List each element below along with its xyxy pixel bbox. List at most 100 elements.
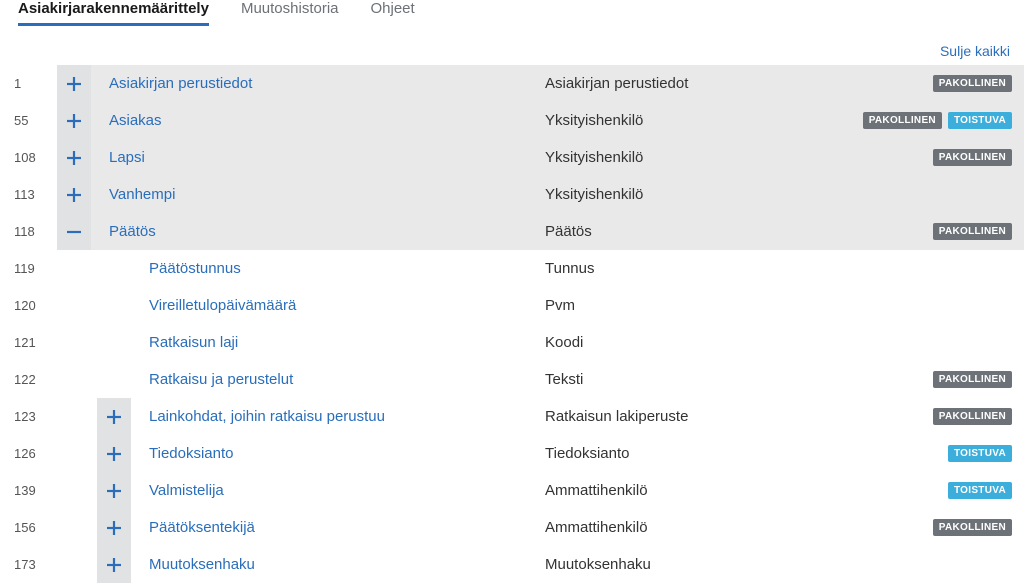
badge-pakollinen: PAKOLLINEN [933,223,1012,240]
tree-row: 113 VanhempiYksityishenkilö [0,176,1024,213]
expand-icon[interactable] [97,398,131,435]
tree-row: 156 PäätöksentekijäAmmattihenkilöPAKOLLIN… [0,509,1024,546]
badge-pakollinen: PAKOLLINEN [933,408,1012,425]
badge-group: TOISTUVA [948,482,1012,499]
row-type: Teksti [545,371,933,388]
badge-pakollinen: PAKOLLINEN [933,519,1012,536]
badge-group: TOISTUVA [948,445,1012,462]
tree-row: 119PäätöstunnusTunnus [0,250,1024,287]
badge-group: PAKOLLINEN [933,519,1012,536]
expand-icon[interactable] [97,435,131,472]
row-cells: Ratkaisun lajiKoodi [131,324,1024,361]
row-cells: TiedoksiantoTiedoksiantoTOISTUVA [131,435,1024,472]
line-number: 121 [0,335,57,350]
row-type: Päätös [545,223,933,240]
row-label[interactable]: Päätöksentekijä [131,519,545,536]
tree-row: 55AsiakasYksityishenkilöPAKOLLINENTOISTU… [0,102,1024,139]
tab-structure[interactable]: Asiakirjarakennemäärittely [18,0,209,26]
row-label[interactable]: Ratkaisu ja perustelut [131,371,545,388]
line-number: 123 [0,409,57,424]
tree-row: 108 LapsiYksityishenkilöPAKOLLINEN [0,139,1024,176]
row-label[interactable]: Asiakas [91,112,545,129]
tab-history[interactable]: Muutoshistoria [241,0,339,26]
badge-toistuva: TOISTUVA [948,445,1012,462]
badge-group: PAKOLLINEN [933,75,1012,92]
line-number: 1 [0,76,57,91]
indent [57,287,97,324]
indent [57,324,97,361]
badge-toistuva: TOISTUVA [948,482,1012,499]
tree-row: 123 Lainkohdat, joihin ratkaisu perustuuR… [0,398,1024,435]
tree-row: 121 Ratkaisun lajiKoodi [0,324,1024,361]
tree-row: 139 ValmistelijaAmmattihenkilöTOISTUVA [0,472,1024,509]
badge-group: PAKOLLINEN [933,371,1012,388]
top-actions: Sulje kaikki [0,35,1024,65]
row-label[interactable]: Ratkaisun laji [131,334,545,351]
line-number: 113 [0,187,57,202]
tab-help[interactable]: Ohjeet [371,0,415,26]
row-label[interactable]: Vanhempi [91,186,545,203]
indent [57,361,97,398]
indent [57,435,97,472]
tree-row: 126TiedoksiantoTiedoksiantoTOISTUVA [0,435,1024,472]
line-number: 156 [0,520,57,535]
row-cells: PäätösPäätösPAKOLLINEN [91,213,1024,250]
badge-toistuva: TOISTUVA [948,112,1012,129]
expand-icon[interactable] [57,176,91,213]
collapse-icon[interactable] [57,213,91,250]
expand-icon[interactable] [97,509,131,546]
row-type: Ratkaisun lakiperuste [545,408,933,425]
row-type: Tunnus [545,260,1012,277]
row-label[interactable]: Tiedoksianto [131,445,545,462]
toggle-placeholder [97,324,131,361]
close-all-link[interactable]: Sulje kaikki [940,43,1010,59]
badge-pakollinen: PAKOLLINEN [933,149,1012,166]
line-number: 139 [0,483,57,498]
structure-tree: 1 Asiakirjan perustiedotAsiakirjan perust… [0,65,1024,583]
indent [57,398,97,435]
row-cells: VireilletulopäivämääräPvm [131,287,1024,324]
badge-pakollinen: PAKOLLINEN [933,75,1012,92]
row-label[interactable]: Vireilletulopäivämäärä [131,297,545,314]
row-type: Koodi [545,334,1012,351]
indent [57,472,97,509]
row-label[interactable]: Lapsi [91,149,545,166]
row-type: Yksityishenkilö [545,149,933,166]
row-cells: PäätöksentekijäAmmattihenkilöPAKOLLINEN [131,509,1024,546]
row-cells: PäätöstunnusTunnus [131,250,1024,287]
row-cells: ValmistelijaAmmattihenkilöTOISTUVA [131,472,1024,509]
row-cells: Lainkohdat, joihin ratkaisu perustuuRatk… [131,398,1024,435]
row-label[interactable]: Valmistelija [131,482,545,499]
tree-row: 122Ratkaisu ja perustelutTekstiPAKOLLINE… [0,361,1024,398]
expand-icon[interactable] [57,102,91,139]
toggle-placeholder [97,361,131,398]
line-number: 120 [0,298,57,313]
toggle-placeholder [97,287,131,324]
row-type: Pvm [545,297,1012,314]
badge-group: PAKOLLINEN [933,223,1012,240]
badge-group: PAKOLLINEN [933,149,1012,166]
row-type: Yksityishenkilö [545,112,863,129]
tree-row: 1 Asiakirjan perustiedotAsiakirjan perust… [0,65,1024,102]
line-number: 108 [0,150,57,165]
row-label[interactable]: Asiakirjan perustiedot [91,75,545,92]
expand-icon[interactable] [97,472,131,509]
row-cells: LapsiYksityishenkilöPAKOLLINEN [91,139,1024,176]
row-cells: Asiakirjan perustiedotAsiakirjan perusti… [91,65,1024,102]
row-label[interactable]: Päätös [91,223,545,240]
row-type: Yksityishenkilö [545,186,1012,203]
tree-row: 118PäätösPäätösPAKOLLINEN [0,213,1024,250]
expand-icon[interactable] [57,65,91,102]
row-type: Tiedoksianto [545,445,948,462]
tree-row: 120 VireilletulopäivämääräPvm [0,287,1024,324]
row-cells: VanhempiYksityishenkilö [91,176,1024,213]
line-number: 126 [0,446,57,461]
line-number: 118 [0,224,57,239]
expand-icon[interactable] [57,139,91,176]
row-label[interactable]: Lainkohdat, joihin ratkaisu perustuu [131,408,545,425]
row-label[interactable]: Päätöstunnus [131,260,545,277]
indent [57,509,97,546]
row-cells: Ratkaisu ja perustelutTekstiPAKOLLINEN [131,361,1024,398]
indent [57,250,97,287]
row-type: Ammattihenkilö [545,519,933,536]
